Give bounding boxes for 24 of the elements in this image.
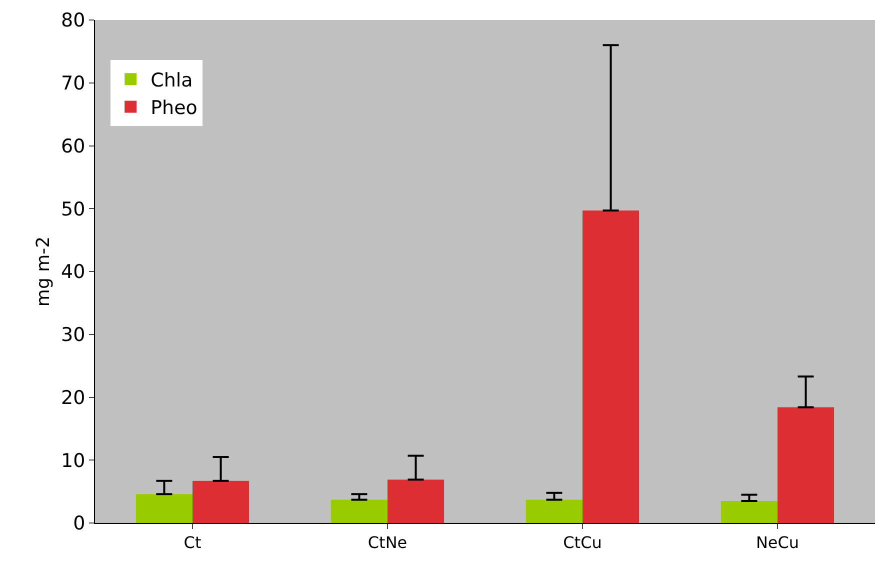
x-tick-label: Ct xyxy=(184,533,202,552)
y-tick-label: 30 xyxy=(61,324,86,346)
y-tick-label: 80 xyxy=(61,10,86,32)
y-tick-label: 70 xyxy=(61,72,86,95)
bar xyxy=(582,210,640,523)
x-tick-label: CtCu xyxy=(563,533,602,552)
y-tick-label: 20 xyxy=(61,386,86,409)
bar xyxy=(778,407,834,523)
y-tick-label: 60 xyxy=(61,135,86,158)
y-tick-label: 40 xyxy=(61,261,86,284)
x-tick-label: CtNe xyxy=(368,533,408,552)
bar xyxy=(136,494,192,523)
y-tick-label: 0 xyxy=(73,512,86,535)
legend-label: Chla xyxy=(150,70,193,92)
x-tick-label: NeCu xyxy=(756,533,800,552)
bar xyxy=(388,480,444,523)
y-tick-label: 10 xyxy=(61,450,86,472)
bar xyxy=(526,500,582,523)
bar xyxy=(192,480,250,523)
bar xyxy=(720,500,778,523)
y-tick-label: 50 xyxy=(61,198,86,220)
legend-label: Pheo xyxy=(150,97,198,120)
bar xyxy=(330,500,388,523)
y-axis-title: mg m-2 xyxy=(33,236,54,307)
